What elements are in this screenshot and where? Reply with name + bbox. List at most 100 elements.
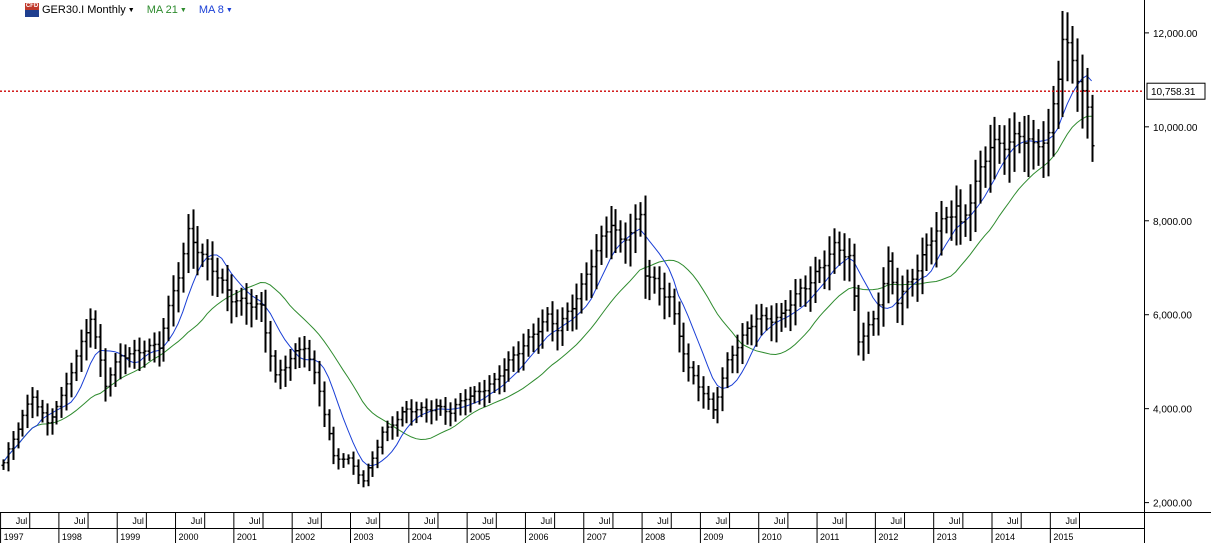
ohlc-bar [20, 409, 25, 437]
ohlc-bar [443, 397, 448, 425]
ohlc-bar [565, 302, 570, 331]
ohlc-bar [356, 459, 361, 485]
x-tick-label-year: 1999 [120, 532, 140, 542]
ohlc-bar [341, 453, 346, 468]
ohlc-bar [390, 416, 395, 440]
x-tick-label-year: 2013 [937, 532, 957, 542]
ohlc-bar [278, 359, 283, 390]
ohlc-bar [774, 303, 779, 343]
ohlc-bar [570, 294, 575, 332]
ohlc-bar [1026, 114, 1031, 178]
x-tick-label-year: 1998 [62, 532, 82, 542]
y-tick-label: 10,000.00 [1153, 123, 1198, 134]
ohlc-bar [852, 243, 857, 311]
ohlc-bar [468, 386, 473, 413]
ohlc-bar [370, 451, 375, 477]
ohlc-bar [487, 375, 492, 403]
ohlc-bar [978, 150, 983, 204]
x-tick-label-jul: Jul [482, 516, 494, 526]
x-tick-label-jul: Jul [949, 516, 961, 526]
x-tick-label-year: 2003 [353, 532, 373, 542]
x-tick-label-year: 2008 [645, 532, 665, 542]
ohlc-bar [1002, 125, 1007, 175]
ohlc-bar [550, 301, 555, 342]
ohlc-bar [127, 347, 132, 368]
ma8-selector[interactable]: MA 8 ▼ [199, 4, 233, 16]
ohlc-bar [1075, 38, 1080, 112]
x-tick-label-year: 2010 [762, 532, 782, 542]
symbol-selector[interactable]: CFD GER30.I Monthly ▼ [25, 3, 135, 17]
ohlc-bar [142, 340, 147, 368]
ohlc-bar [832, 228, 837, 274]
ohlc-bar [385, 420, 390, 442]
ohlc-bar [210, 241, 215, 296]
ohlc-bar [103, 348, 108, 402]
ohlc-bar [200, 243, 205, 268]
ohlc-bar [234, 289, 239, 318]
ohlc-bar [336, 448, 341, 470]
ohlc-bar [686, 343, 691, 382]
ohlc-bar [317, 360, 322, 407]
ohlc-bar [681, 322, 686, 373]
ohlc-bar [307, 339, 312, 372]
ohlc-bar [817, 259, 822, 284]
ohlc-bar [536, 317, 541, 354]
ohlc-bar [915, 254, 920, 302]
ohlc-bar [16, 422, 21, 449]
ohlc-bar [11, 431, 16, 460]
ohlc-bar [458, 392, 463, 416]
ohlc-bar [667, 282, 672, 318]
ohlc-bar [249, 289, 254, 328]
ohlc-bar [1090, 94, 1095, 162]
ohlc-bar [531, 323, 536, 353]
chevron-down-icon: ▼ [225, 6, 233, 14]
ohlc-bar [448, 402, 453, 427]
ohlc-bar [988, 124, 993, 193]
x-tick-label-jul: Jul [599, 516, 611, 526]
ohlc-bar [793, 279, 798, 326]
x-tick-label-year: 2006 [528, 532, 548, 542]
ohlc-bar [380, 426, 385, 455]
ohlc-bar [191, 209, 196, 269]
ohlc-bar [584, 262, 589, 301]
ohlc-bar [623, 222, 628, 264]
y-tick-label: 2,000.00 [1153, 499, 1192, 510]
ohlc-bar [890, 252, 895, 295]
ohlc-bar [609, 206, 614, 260]
ohlc-bar [93, 310, 98, 349]
ohlc-bar [434, 398, 439, 421]
ohlc-bar [511, 346, 516, 372]
ohlc-bar [968, 184, 973, 242]
ohlc-bar [35, 390, 40, 417]
ma21-selector[interactable]: MA 21 ▼ [147, 4, 187, 16]
ohlc-bar [45, 403, 50, 436]
ohlc-bar [1041, 121, 1046, 178]
ohlc-bar [205, 239, 210, 281]
ohlc-bar [361, 470, 366, 488]
ohlc-bar [560, 307, 565, 346]
ohlc-bar [137, 337, 142, 371]
ohlc-bar [64, 372, 69, 411]
ohlc-bar [643, 195, 648, 299]
price-label-box [1146, 82, 1206, 100]
ohlc-bar [929, 227, 934, 265]
ohlc-bar [176, 262, 181, 313]
ohlc-bar [861, 322, 866, 361]
ohlc-bar [1065, 12, 1070, 82]
ohlc-bar [220, 268, 225, 294]
ohlc-bar [59, 386, 64, 418]
ohlc-bar [171, 275, 176, 327]
ohlc-bar [79, 329, 84, 372]
ohlc-bar [652, 266, 657, 294]
ohlc-bar [934, 212, 939, 268]
ohlc-bar [297, 337, 302, 369]
x-tick-label-jul: Jul [774, 516, 786, 526]
ohlc-bar [618, 220, 623, 253]
ohlc-bar [983, 146, 988, 188]
chevron-down-icon: ▼ [179, 6, 187, 14]
ohlc-bar [351, 451, 356, 475]
x-tick-label-jul: Jul [74, 516, 86, 526]
